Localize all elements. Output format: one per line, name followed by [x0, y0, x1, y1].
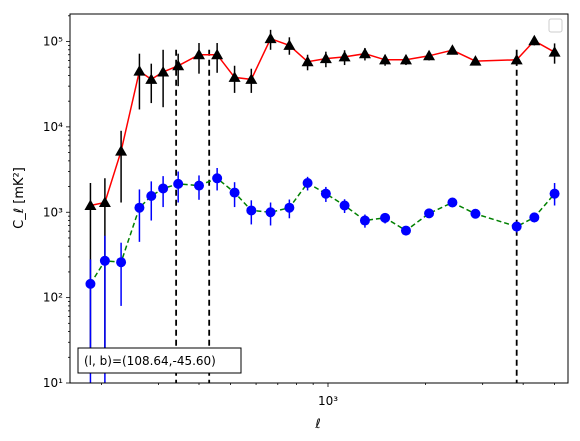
data-point-triangle	[423, 49, 436, 61]
data-point-circle	[359, 215, 370, 226]
data-point-triangle	[379, 53, 392, 65]
data-point-triangle	[84, 199, 97, 210]
x-axis-label: ℓ	[314, 417, 320, 432]
data-point-triangle	[338, 50, 351, 62]
data-point-triangle	[172, 59, 185, 71]
annotation-label: (l, b)=(108.64,-45.60)	[84, 354, 216, 368]
data-point-circle	[302, 178, 313, 189]
data-point-circle	[193, 180, 204, 191]
data-point-triangle	[283, 39, 296, 50]
data-point-circle	[158, 183, 169, 194]
series-layer	[84, 29, 561, 383]
data-point-triangle	[301, 55, 314, 67]
data-point-triangle	[399, 53, 412, 65]
data-point-circle	[380, 212, 391, 223]
data-point-circle	[339, 200, 350, 211]
x-tick-label: 10³	[318, 394, 338, 408]
data-point-triangle	[211, 48, 224, 60]
data-point-circle	[99, 255, 110, 266]
data-point-triangle	[192, 48, 205, 60]
annotation-frame	[77, 347, 242, 374]
data-point-triangle	[446, 44, 459, 55]
data-point-triangle	[358, 47, 371, 59]
data-point-circle	[424, 208, 435, 219]
series-circle	[85, 167, 560, 383]
y-tick-label: 10⁴	[43, 120, 63, 134]
reference-lines	[175, 49, 518, 383]
data-point-circle	[212, 173, 223, 184]
data-point-triangle	[115, 145, 128, 156]
data-point-circle	[173, 178, 184, 189]
data-point-triangle	[98, 196, 111, 208]
data-point-triangle	[133, 65, 146, 76]
data-point-circle	[470, 208, 481, 219]
legend	[548, 18, 563, 33]
data-point-circle	[511, 221, 522, 232]
data-point-triangle	[264, 32, 277, 44]
y-tick-label: 10⁵	[43, 35, 63, 49]
plot-area	[70, 14, 568, 383]
plot-frame	[69, 13, 569, 384]
data-point-circle	[284, 202, 295, 213]
data-point-triangle	[145, 73, 158, 84]
data-point-circle	[529, 212, 540, 223]
y-tick-label: 10³	[43, 205, 63, 219]
data-point-circle	[116, 257, 127, 268]
data-point-triangle	[157, 65, 170, 77]
data-point-circle	[229, 187, 240, 198]
data-point-triangle	[469, 55, 482, 66]
data-point-triangle	[510, 53, 523, 65]
data-point-triangle	[245, 73, 258, 84]
data-point-triangle	[528, 34, 541, 46]
data-point-circle	[320, 188, 331, 199]
annotation-box: (l, b)=(108.64,-45.60)	[77, 347, 242, 374]
data-point-circle	[146, 191, 157, 202]
data-point-triangle	[228, 71, 241, 82]
data-point-circle	[400, 225, 411, 236]
data-point-circle	[246, 205, 257, 216]
series-triangle	[84, 29, 561, 358]
data-point-circle	[85, 278, 96, 289]
data-point-triangle	[319, 52, 332, 64]
data-point-circle	[549, 188, 560, 199]
axis-ticks: 10³ 10¹ 10² 10³ 10⁴ 10⁵	[43, 15, 555, 408]
data-point-circle	[265, 207, 276, 218]
y-tick-label: 10¹	[43, 376, 63, 390]
y-tick-label: 10²	[43, 291, 63, 305]
y-axis-label: C_ℓ [mK²]	[12, 167, 27, 229]
data-point-triangle	[548, 46, 561, 57]
legend-box	[548, 18, 563, 33]
data-point-circle	[447, 197, 458, 208]
data-point-circle	[134, 202, 145, 213]
